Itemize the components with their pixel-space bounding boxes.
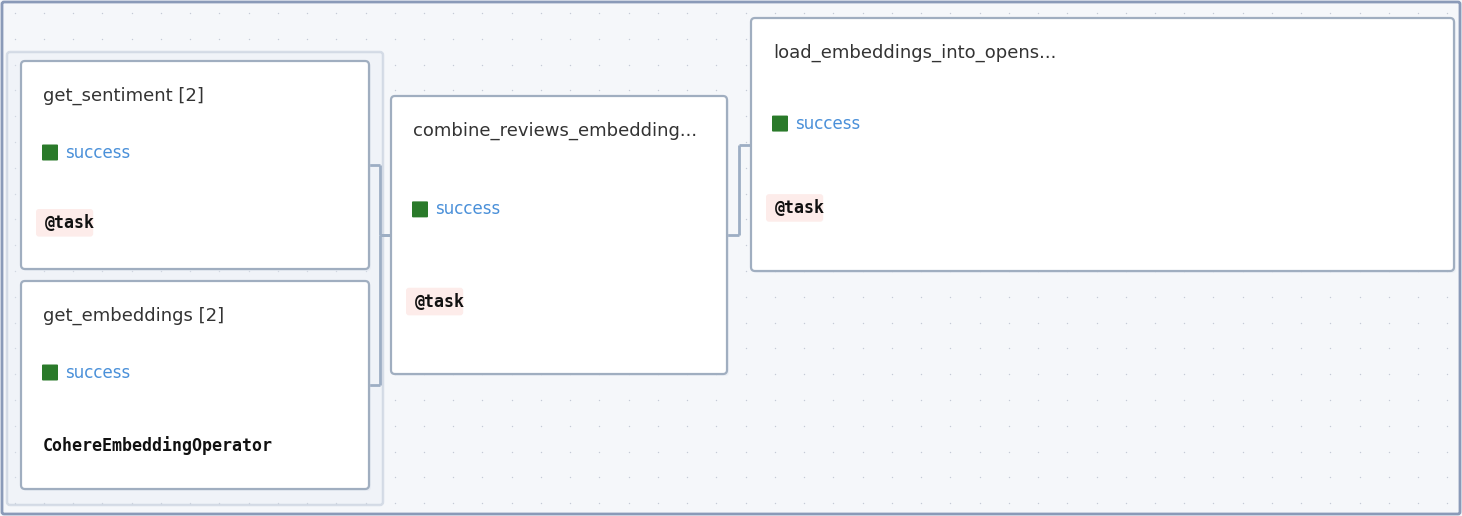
Text: get_sentiment [2]: get_sentiment [2] (42, 87, 203, 105)
FancyBboxPatch shape (772, 116, 788, 132)
Text: combine_reviews_embedding...: combine_reviews_embedding... (412, 122, 697, 140)
Text: CohereEmbeddingOperator: CohereEmbeddingOperator (42, 437, 273, 456)
Text: success: success (64, 143, 130, 162)
Text: @task: @task (415, 293, 465, 311)
FancyBboxPatch shape (753, 20, 1456, 273)
FancyBboxPatch shape (766, 194, 823, 222)
Text: success: success (436, 200, 500, 218)
FancyBboxPatch shape (37, 209, 94, 237)
FancyBboxPatch shape (406, 288, 463, 315)
FancyBboxPatch shape (42, 144, 58, 160)
FancyBboxPatch shape (42, 364, 58, 380)
FancyBboxPatch shape (20, 61, 368, 269)
FancyBboxPatch shape (751, 18, 1455, 271)
Text: load_embeddings_into_opens...: load_embeddings_into_opens... (773, 44, 1057, 62)
Text: @task: @task (775, 199, 825, 217)
Text: success: success (64, 363, 130, 381)
Text: success: success (795, 115, 860, 133)
Text: @task: @task (45, 214, 95, 232)
FancyBboxPatch shape (393, 98, 730, 376)
FancyBboxPatch shape (390, 96, 727, 374)
FancyBboxPatch shape (20, 281, 368, 489)
FancyBboxPatch shape (23, 63, 371, 271)
FancyBboxPatch shape (412, 201, 428, 217)
FancyBboxPatch shape (7, 52, 383, 505)
FancyBboxPatch shape (23, 283, 371, 491)
Text: get_embeddings [2]: get_embeddings [2] (42, 307, 224, 325)
